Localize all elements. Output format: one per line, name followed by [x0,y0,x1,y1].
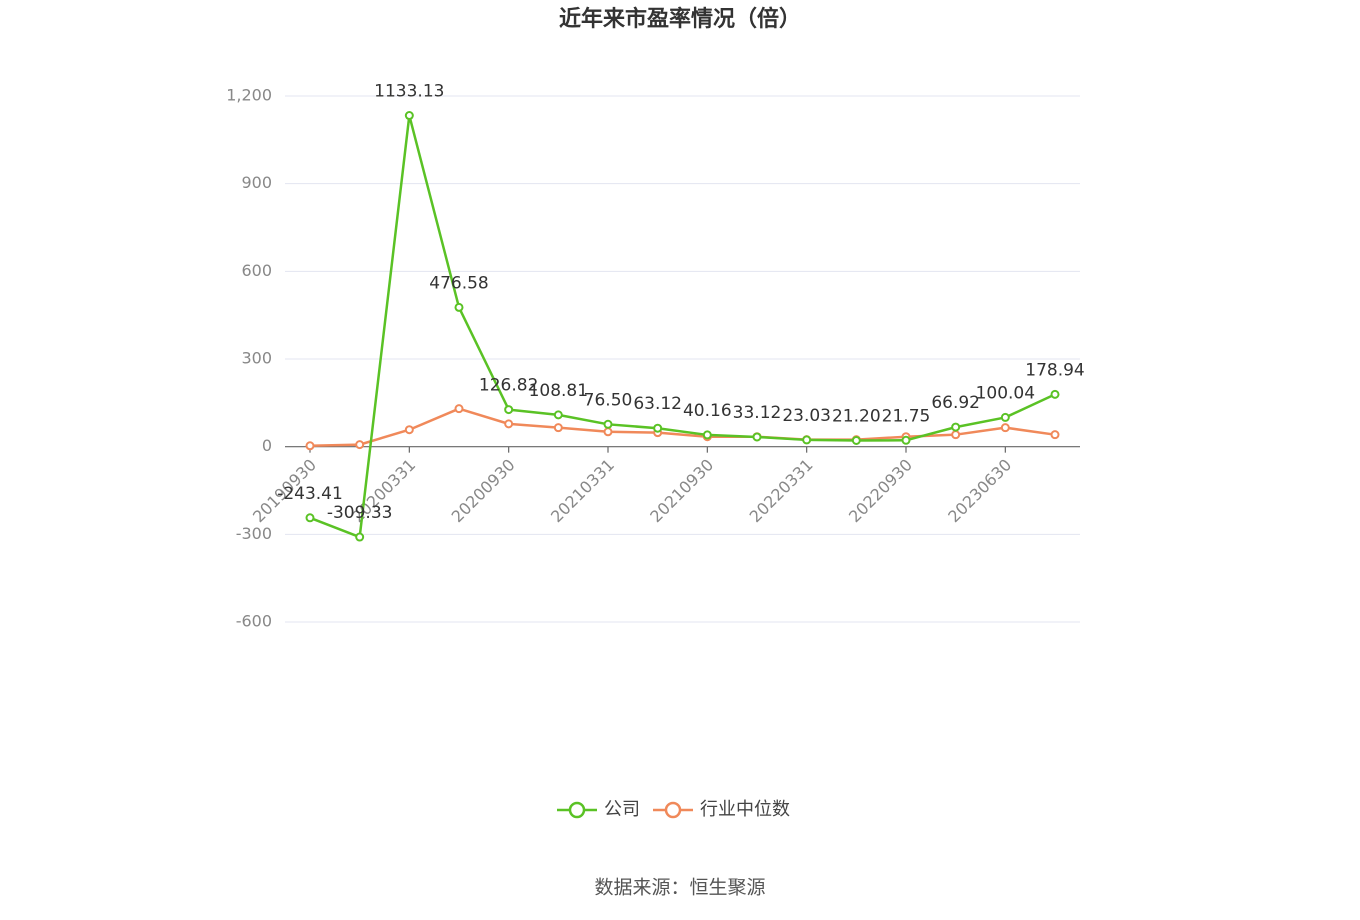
data-point [305,441,315,451]
series-line [309,114,1056,539]
data-label: 21.75 [882,406,931,426]
y-tick-label: 1,200 [226,86,272,105]
data-point [454,302,464,312]
data-point [553,423,563,433]
data-point [752,432,762,442]
data-point [603,427,613,437]
data-point [901,435,911,445]
data-point [653,423,663,433]
data-point [1000,423,1010,433]
data-label: 66.92 [931,393,980,413]
data-point [504,419,514,429]
data-point [951,430,961,440]
data-label: 100.04 [976,383,1035,403]
data-label: -243.41 [277,484,343,504]
data-label: 33.12 [733,403,782,423]
data-label: 76.50 [584,390,633,410]
data-label: 1133.13 [374,82,444,102]
data-label: 23.03 [782,406,831,426]
data-point [1050,430,1060,440]
data-label: 21.20 [832,406,881,426]
data-label: 40.16 [683,401,732,421]
data-point [404,111,414,121]
data-point [355,532,365,542]
data-label: 178.94 [1025,360,1084,380]
data-label: 63.12 [633,394,682,414]
data-point [553,410,563,420]
data-label: 108.81 [529,381,588,401]
x-tick-label: 20220930 [845,455,916,526]
data-point [305,513,315,523]
data-label: -309.33 [327,503,393,523]
data-point [702,430,712,440]
x-tick-label: 20200930 [448,455,519,526]
y-tick-label: 600 [241,261,272,280]
y-tick-label: -300 [236,524,272,543]
data-point [851,435,861,445]
x-tick-label: 20210930 [646,455,717,526]
data-point [504,405,514,415]
data-point [1050,389,1060,399]
data-point [951,422,961,432]
legend-label: 行业中位数 [700,799,790,820]
data-point [603,419,613,429]
y-tick-label: 0 [262,436,272,455]
data-label: 126.82 [479,376,538,396]
y-tick-label: -600 [236,612,272,631]
series-line [309,407,1056,448]
data-point [1000,412,1010,422]
source: 数据来源：恒生聚源 [594,877,765,899]
x-tick-label: 20230630 [944,455,1015,526]
y-tick-label: 300 [241,349,272,368]
data-point [454,404,464,414]
x-tick-label: 20210331 [547,455,618,526]
legend-label: 公司 [604,799,640,820]
data-point [802,435,812,445]
legend-marker [664,801,682,819]
data-label: 476.58 [429,273,488,293]
y-tick-label: 900 [241,173,272,192]
x-tick-label: 20220331 [746,455,817,526]
data-point [404,425,414,435]
chart-title: 近年来市盈率情况（倍） [559,6,801,32]
legend-marker [568,801,586,819]
data-point [355,440,365,450]
